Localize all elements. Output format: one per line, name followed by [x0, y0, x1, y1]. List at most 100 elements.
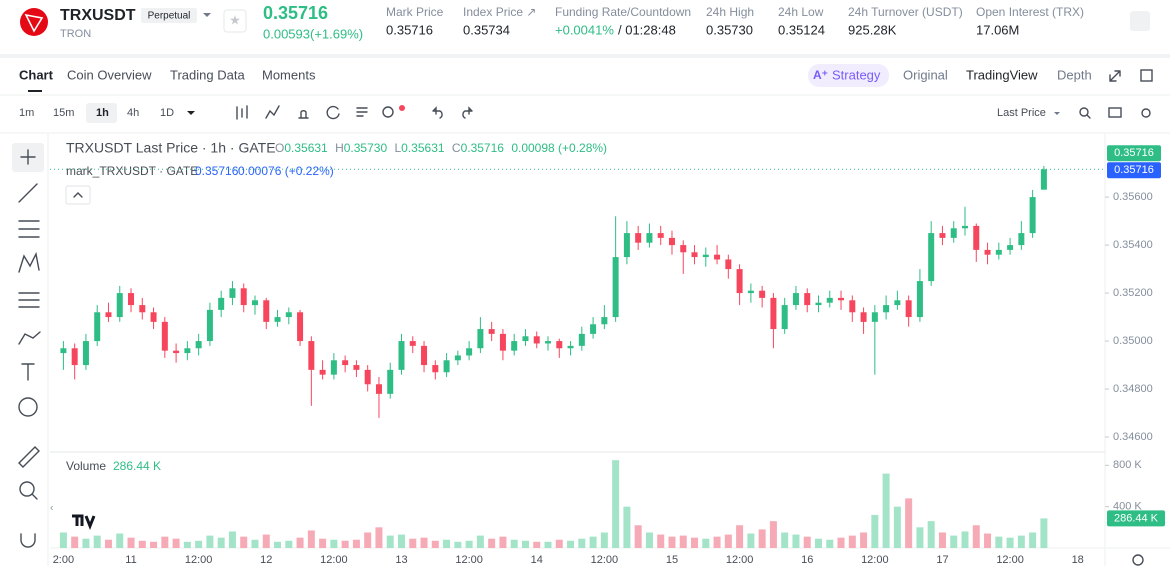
interval-active — [86, 103, 117, 123]
volume-bar — [623, 506, 631, 548]
candle-body — [973, 225, 980, 250]
stat-value: +0.0041% — [555, 22, 614, 37]
volume-bar — [431, 540, 439, 548]
candle-body — [285, 312, 292, 318]
volume-bar — [792, 534, 800, 548]
volume-bar — [837, 537, 845, 548]
candle-body — [229, 288, 236, 298]
volume-legend-value: 286.44 K — [113, 459, 161, 473]
y-tick-label: 0.35600 — [1113, 191, 1153, 203]
volume-bar — [589, 536, 597, 548]
stat-label: 24h Low — [778, 5, 824, 19]
interval[interactable]: 15m — [53, 107, 74, 119]
volume-bar — [375, 527, 383, 548]
candle-body — [883, 305, 890, 313]
volume-bar — [984, 533, 992, 548]
interval[interactable]: 1h — [96, 107, 109, 119]
settings-icon[interactable] — [1132, 554, 1144, 566]
volume-bar — [950, 535, 958, 548]
tool-icons[interactable] — [236, 105, 473, 120]
x-tick-label: 12:00 — [591, 554, 619, 566]
candle-body — [330, 360, 337, 375]
interval[interactable]: 1m — [19, 107, 34, 119]
candle-body — [105, 312, 112, 318]
x-tick-label: 13 — [395, 554, 407, 566]
drawing-tools[interactable] — [18, 149, 41, 548]
volume-bar — [533, 541, 541, 548]
candle-body — [184, 348, 191, 354]
stat-value: 0.35730 — [706, 22, 753, 37]
volume-bar — [961, 531, 969, 548]
candle-body — [71, 348, 78, 366]
volume-tag-label: 286.44 K — [1114, 512, 1159, 524]
volume-bar — [848, 535, 856, 548]
view-tab[interactable]: Original — [903, 67, 948, 82]
candle-body — [274, 317, 281, 322]
volume-bar — [995, 536, 1003, 548]
candle-body — [567, 345, 574, 349]
volume-bar — [645, 532, 653, 548]
volume-bar — [713, 536, 721, 548]
mark-legend: mark_TRXUSDT · GATE — [66, 164, 198, 178]
view-tab[interactable]: Depth — [1057, 67, 1092, 82]
volume-bar — [544, 541, 552, 548]
tab[interactable]: Chart — [19, 67, 54, 82]
volume-bar — [702, 538, 710, 548]
caret[interactable] — [187, 111, 195, 115]
volume-bar — [668, 536, 676, 548]
candle-body — [871, 312, 878, 322]
candle-body — [319, 369, 326, 375]
candle-body — [612, 257, 619, 318]
collapse-button[interactable] — [65, 185, 91, 205]
candle-body — [770, 297, 777, 330]
fullscreen-icon[interactable] — [1140, 69, 1153, 82]
chart-icons[interactable] — [1079, 107, 1151, 119]
expand-icon[interactable] — [1109, 70, 1121, 82]
volume-bar — [195, 540, 203, 548]
x-tick-label: 12:00 — [455, 554, 483, 566]
volume-bar — [916, 527, 924, 548]
tab[interactable]: Moments — [262, 67, 316, 82]
volume-bar — [747, 533, 755, 548]
x-tick-label: 12:00 — [320, 554, 348, 566]
caret[interactable] — [1054, 112, 1060, 115]
interval[interactable]: 4h — [127, 107, 139, 119]
volume-bar — [104, 539, 112, 548]
tab[interactable]: Coin Overview — [67, 67, 152, 82]
stat-value: 0.35734 — [463, 22, 510, 37]
x-tick-label: 16 — [801, 554, 813, 566]
candle-body — [556, 341, 563, 349]
volume-tick-label: 400 K — [1113, 501, 1142, 513]
volume-bar — [1006, 537, 1014, 548]
candle-body — [454, 355, 461, 361]
volume-bar — [882, 473, 890, 548]
scroll-arrow[interactable]: ‹ — [50, 503, 53, 514]
caret[interactable] — [203, 13, 211, 17]
candle-body — [995, 249, 1002, 255]
price-source[interactable]: Last Price — [997, 107, 1046, 119]
volume-bar — [612, 460, 620, 548]
ohlc-legend: O0.35631 H0.35730 L0.35631 C0.35716 0.00… — [275, 141, 607, 155]
view-tab[interactable]: TradingView — [966, 67, 1038, 82]
volume-bar — [860, 532, 868, 548]
volume-bar — [1017, 535, 1025, 548]
favorite[interactable] — [223, 9, 247, 33]
symbol[interactable]: TRXUSDT — [60, 7, 136, 24]
tab[interactable]: Trading Data — [170, 67, 245, 82]
plot: 0.34600 0.34800 0.35000 0.35200 0.35400 0.356… — [50, 145, 1165, 566]
volume-bar — [488, 538, 496, 548]
candle-body — [680, 245, 687, 253]
x-tick-label: 12:00 — [185, 554, 213, 566]
volume-bar — [127, 537, 135, 548]
candle-body — [128, 293, 135, 306]
view-tab[interactable]: Strategy — [832, 67, 881, 82]
candle-body — [714, 254, 721, 260]
divider — [0, 54, 1170, 58]
side-icon[interactable] — [1130, 11, 1150, 31]
logo-glyph — [24, 13, 44, 33]
volume-bar — [341, 540, 349, 548]
interval[interactable]: 1D — [160, 107, 174, 119]
subtitle: TRON — [60, 28, 91, 40]
x-tick-label: 17 — [936, 554, 948, 566]
strategy-pill[interactable] — [808, 64, 889, 87]
